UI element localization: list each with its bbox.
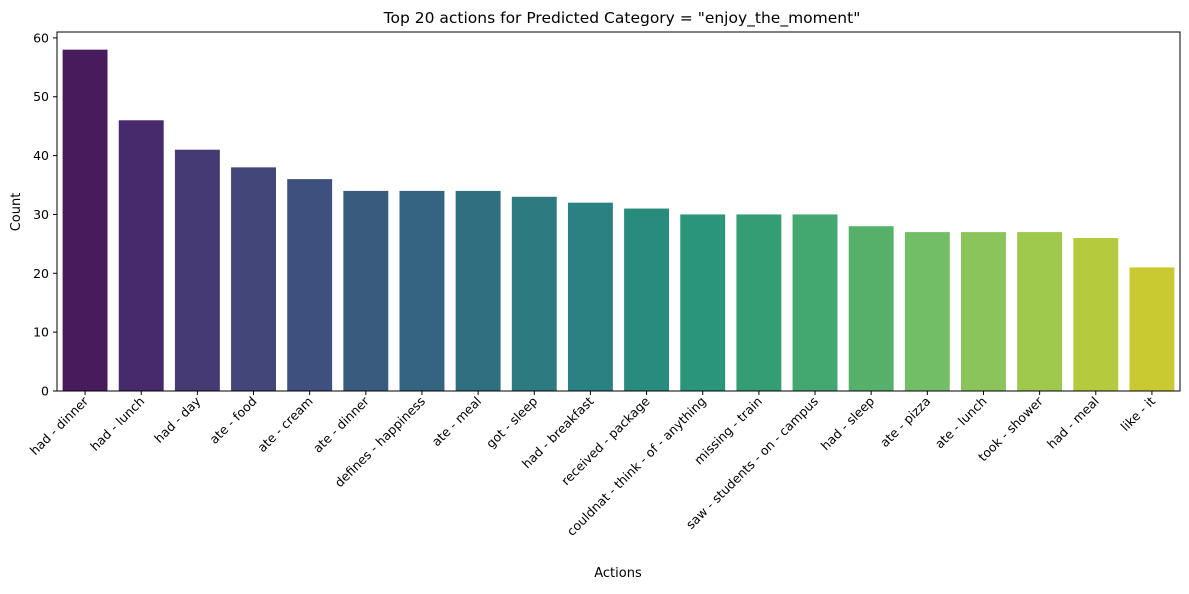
y-axis-label: Count: [9, 193, 24, 232]
chart-title: Top 20 actions for Predicted Category = …: [383, 9, 861, 28]
bar-4: [287, 179, 333, 391]
bar-15: [904, 232, 950, 391]
bar-1: [118, 120, 164, 391]
bar-0: [62, 49, 108, 392]
bar-14: [848, 226, 894, 391]
bars: [62, 49, 1175, 392]
bar-10: [624, 208, 670, 391]
bar-7: [455, 190, 501, 391]
bar-9: [567, 202, 613, 391]
bar-17: [1017, 232, 1063, 391]
y-tick-label: 50: [33, 89, 49, 104]
bar-16: [961, 232, 1006, 391]
y-axis: 0 10 20 30 40 50 60: [33, 30, 57, 399]
plot-frame: [56, 31, 1181, 392]
y-tick-label: 60: [33, 30, 49, 45]
y-tick-label: 0: [41, 384, 49, 399]
y-tick-label: 30: [33, 207, 49, 222]
bar-12: [736, 214, 782, 391]
y-tick-label: 20: [33, 266, 49, 281]
bar-11: [680, 214, 726, 391]
y-tick-label: 40: [33, 148, 49, 163]
bar-5: [343, 190, 389, 391]
bar-13: [792, 214, 838, 391]
bar-18: [1073, 237, 1119, 391]
bar-6: [399, 190, 445, 391]
bar-8: [511, 196, 557, 391]
y-tick-label: 10: [33, 325, 49, 340]
bar-3: [231, 167, 276, 391]
x-axis-label: Actions: [594, 566, 642, 581]
bar-2: [174, 149, 220, 391]
bar-19: [1129, 267, 1175, 391]
